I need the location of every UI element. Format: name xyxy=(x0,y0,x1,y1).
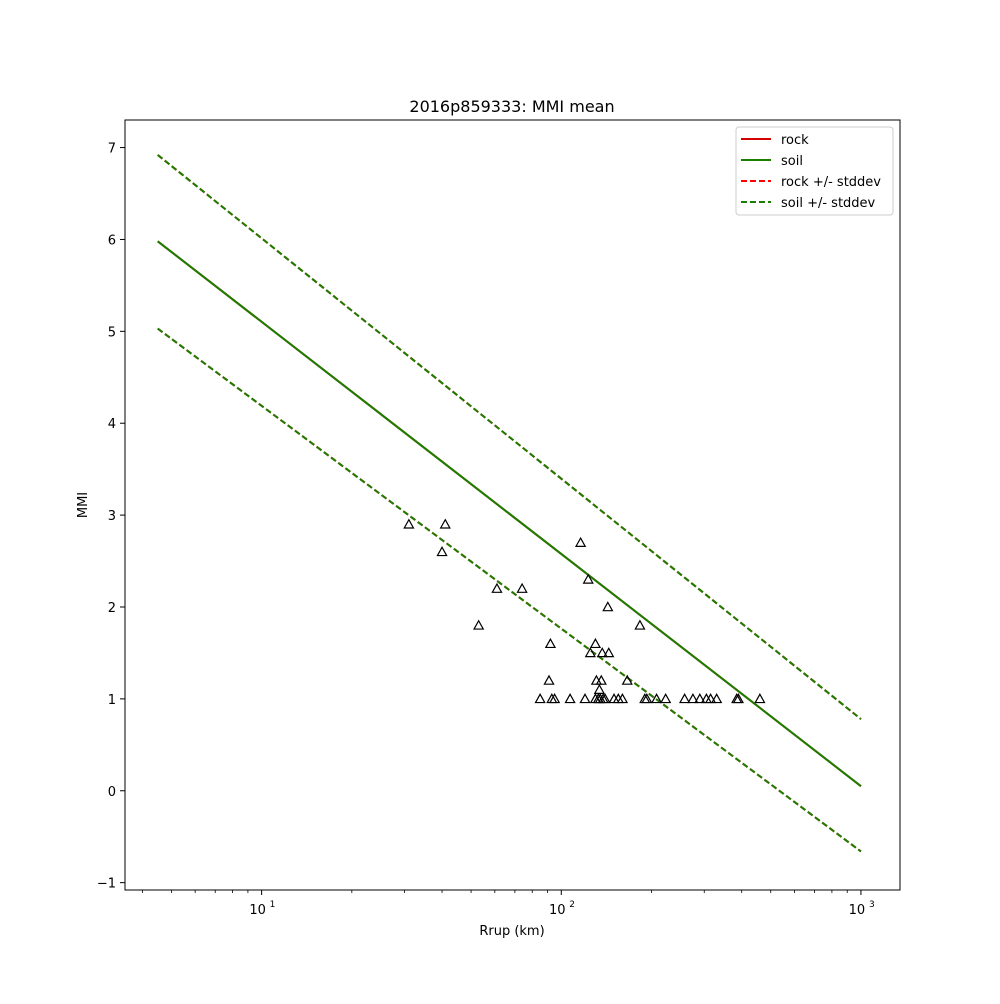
legend-label: rock xyxy=(781,133,809,148)
x-axis-label: Rrup (km) xyxy=(479,924,544,939)
y-tick-label: 7 xyxy=(108,142,116,157)
observation-point xyxy=(534,693,546,704)
observations-layer xyxy=(403,518,766,704)
observation-point xyxy=(584,647,596,658)
lines-layer xyxy=(157,154,862,853)
x-tick-label: 10 xyxy=(849,903,866,918)
y-tick-label: 3 xyxy=(108,509,116,524)
observation-point xyxy=(660,693,672,704)
observation-point xyxy=(704,693,717,704)
observation-point xyxy=(711,693,723,704)
observation-point xyxy=(694,693,706,704)
observation-point xyxy=(732,693,745,704)
observation-point xyxy=(603,647,615,658)
observation-point xyxy=(544,637,557,649)
observation-point xyxy=(595,674,607,685)
y-tick-label: 5 xyxy=(108,325,116,340)
observation-point xyxy=(641,693,653,704)
observation-point xyxy=(491,582,503,593)
x-tick-exponent: 1 xyxy=(270,900,276,910)
series-soil-stddev-lower-line xyxy=(157,327,862,853)
chart-title: 2016p859333: MMI mean xyxy=(409,97,614,116)
observation-point xyxy=(593,683,605,694)
observation-point xyxy=(516,582,528,593)
y-tick-label: 0 xyxy=(108,785,116,800)
observation-point xyxy=(439,518,451,529)
observation-point xyxy=(754,693,766,704)
legend: rock soil rock +/- stddev soil +/- stddev xyxy=(735,126,894,216)
series-soil-stddev-line xyxy=(157,154,862,720)
y-tick-label: −1 xyxy=(97,877,116,892)
y-tick-label: 6 xyxy=(108,233,116,248)
observation-point xyxy=(679,693,691,704)
observation-point xyxy=(548,693,561,704)
x-tick-label: 10 xyxy=(249,903,266,918)
observation-point xyxy=(687,693,699,704)
observation-point xyxy=(634,619,646,630)
legend-box xyxy=(735,126,894,216)
observation-point xyxy=(599,693,611,704)
observation-point xyxy=(589,637,602,649)
observation-point xyxy=(650,693,663,704)
x-tick-exponent: 2 xyxy=(569,900,575,910)
observation-point xyxy=(473,619,485,630)
y-tick-label: 4 xyxy=(108,417,116,432)
y-tick-label: 2 xyxy=(108,601,116,616)
observation-point xyxy=(621,674,633,685)
observation-point xyxy=(596,647,608,658)
x-axis: 10 1 10 2 10 3 xyxy=(141,890,875,918)
y-axis: −1 0 1 2 3 4 5 6 7 xyxy=(97,142,125,892)
legend-label: rock +/- stddev xyxy=(781,175,881,190)
observation-point xyxy=(403,518,415,529)
observation-point xyxy=(579,693,591,704)
x-tick-exponent: 3 xyxy=(869,900,875,910)
y-tick-label: 1 xyxy=(108,693,116,708)
observation-point xyxy=(582,573,594,584)
legend-label: soil xyxy=(781,154,803,169)
observation-point xyxy=(616,693,629,704)
observation-point xyxy=(564,693,576,704)
observation-point xyxy=(574,536,587,547)
series-soil-line xyxy=(157,240,862,787)
y-axis-label: MMI xyxy=(76,492,91,518)
legend-label: soil +/- stddev xyxy=(781,196,876,211)
observation-point xyxy=(602,601,614,612)
plot-area xyxy=(157,154,862,853)
x-tick-label: 10 xyxy=(549,903,566,918)
plot-frame xyxy=(124,119,901,891)
observation-point xyxy=(436,546,448,557)
observation-point xyxy=(543,674,555,685)
